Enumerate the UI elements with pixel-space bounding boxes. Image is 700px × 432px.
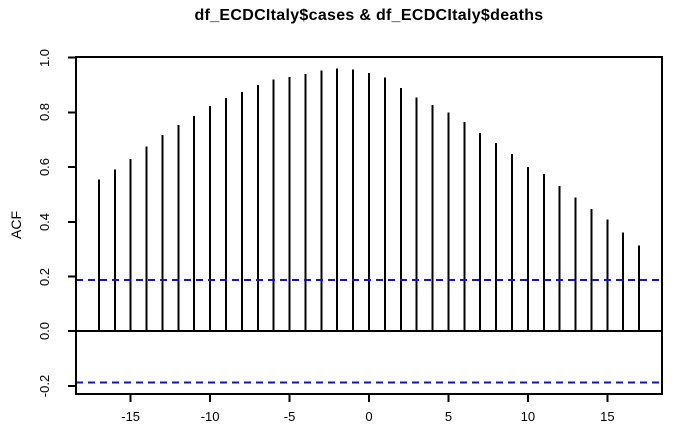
y-tick-label: 1.0 bbox=[37, 48, 52, 67]
x-tick-label: -10 bbox=[200, 409, 220, 424]
plot-title: df_ECDCItaly$cases & df_ECDCItaly$deaths bbox=[194, 7, 544, 24]
y-tick-label: 0.0 bbox=[37, 322, 52, 341]
x-tick-label: 10 bbox=[520, 409, 536, 424]
x-tick-label: 5 bbox=[444, 409, 453, 424]
plot-box bbox=[75, 56, 663, 395]
x-tick-label: 15 bbox=[600, 409, 615, 424]
y-tick-label: 0.6 bbox=[37, 158, 52, 177]
y-tick-label: 0.2 bbox=[37, 267, 52, 286]
y-tick-label: -0.2 bbox=[37, 374, 52, 398]
x-tick-label: -5 bbox=[283, 409, 296, 424]
y-tick-label: 0.4 bbox=[37, 212, 52, 231]
y-tick-label: 0.8 bbox=[37, 103, 52, 122]
x-tick-label: 0 bbox=[365, 409, 373, 424]
x-tick-label: -15 bbox=[121, 409, 141, 424]
